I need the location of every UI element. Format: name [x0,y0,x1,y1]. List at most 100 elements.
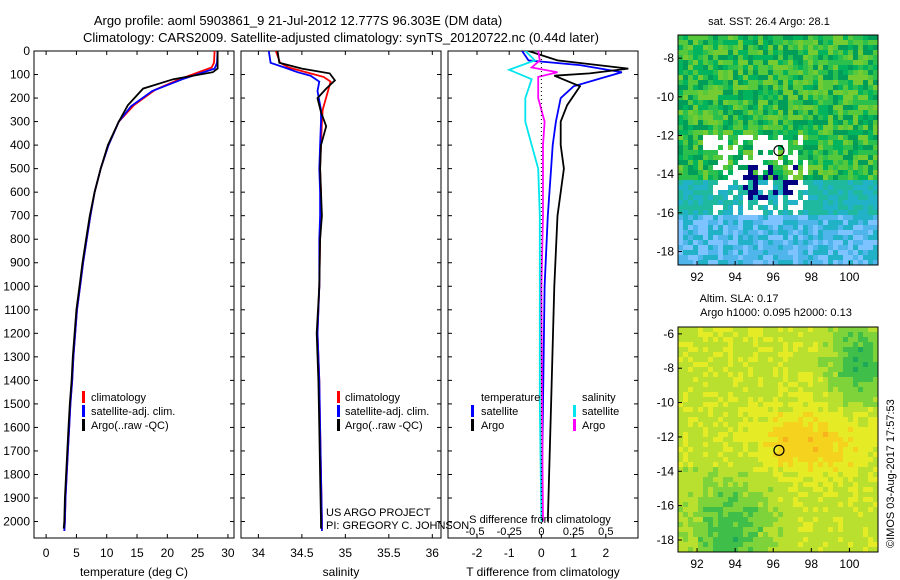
sla-cell [723,462,729,468]
sla-cell [783,462,789,468]
sst-cell [778,90,784,96]
sst-cell [743,40,749,46]
sla-cell [758,362,764,368]
sst-cell [868,50,874,56]
sst-cell [728,250,734,256]
sst-cell [823,220,829,226]
salinity-panel [240,50,442,539]
sla-cell [773,457,779,463]
sst-cell [843,125,849,131]
sla-cell [768,347,774,353]
sla-cell [803,482,809,488]
sst-cell [768,75,774,81]
sst-cell [813,175,819,181]
sst-cell [678,220,684,226]
sla-cell [833,512,839,518]
sst-cell [818,85,824,91]
sla-cell [693,457,699,463]
sst-cell [873,40,878,46]
sla-cell [763,377,769,383]
sla-cell [748,457,754,463]
sst-cell [688,200,694,206]
sst-cell [768,55,774,61]
sst-cell [798,45,804,51]
sst-map-frame [677,34,879,266]
sla-cell [733,337,739,343]
sst-cell [863,90,869,96]
sst-cell [808,235,814,241]
sla-cell [693,422,699,428]
sla-cell [728,507,734,513]
sst-cell [808,250,814,256]
sla-cell [743,337,749,343]
sst-cell [838,95,844,101]
sst-cell [873,80,878,86]
sst-cell [763,205,769,211]
sla-cell [793,352,799,358]
sst-cell [758,175,764,181]
sla-cell [733,432,739,438]
sst-cell [843,65,849,71]
sla-cell [768,532,774,538]
sla-cell [858,507,864,513]
sla-cell [753,342,759,348]
sla-cell [798,407,804,413]
sla-cell [743,517,749,523]
sst-cell [843,95,849,101]
sla-cell [723,517,729,523]
sla-cell [703,527,709,533]
sla-cell [688,397,694,403]
sst-cell [758,195,764,201]
sla-cell [818,512,824,518]
sst-cell [733,60,739,66]
sla-cell [693,402,699,408]
sla-cell [788,512,794,518]
sst-cell [808,185,814,191]
sla-cell [743,532,749,538]
sla-cell [873,522,878,528]
sla-cell [863,377,869,383]
sst-cell [848,160,854,166]
sla-cell [858,422,864,428]
sla-cell [843,432,849,438]
sst-cell [693,120,699,126]
sst-cell [838,160,844,166]
sla-cell [793,517,799,523]
sst-cell [718,240,724,246]
sla-cell [723,512,729,518]
sla-cell [858,532,864,538]
sst-cell [763,105,769,111]
sst-cell [683,65,689,71]
sst-cell [778,170,784,176]
sst-cell [778,50,784,56]
sst-cell [743,160,749,166]
sla-cell [868,377,874,383]
sst-cell [793,140,799,146]
sla-cell [823,487,829,493]
sla-cell [783,372,789,378]
sla-cell [753,397,759,403]
sst-cell [698,170,704,176]
sla-cell [788,397,794,403]
sst-cell [733,175,739,181]
sla-cell [808,347,814,353]
sla-cell [733,512,739,518]
sst-cell [838,200,844,206]
sst-cell [708,45,714,51]
sst-cell [693,215,699,221]
sst-cell [708,150,714,156]
sst-cell [813,125,819,131]
sst-cell [788,45,794,51]
sst-cell [733,40,739,46]
sla-cell [743,477,749,483]
sla-cell [763,337,769,343]
sst-cell [693,200,699,206]
sla-cell [828,472,834,478]
sla-cell [793,392,799,398]
sst-cell [828,70,834,76]
sla-cell [693,462,699,468]
sla-cell [803,427,809,433]
sla-cell [758,337,764,343]
sla-cell [823,522,829,528]
sla-cell [678,502,684,508]
